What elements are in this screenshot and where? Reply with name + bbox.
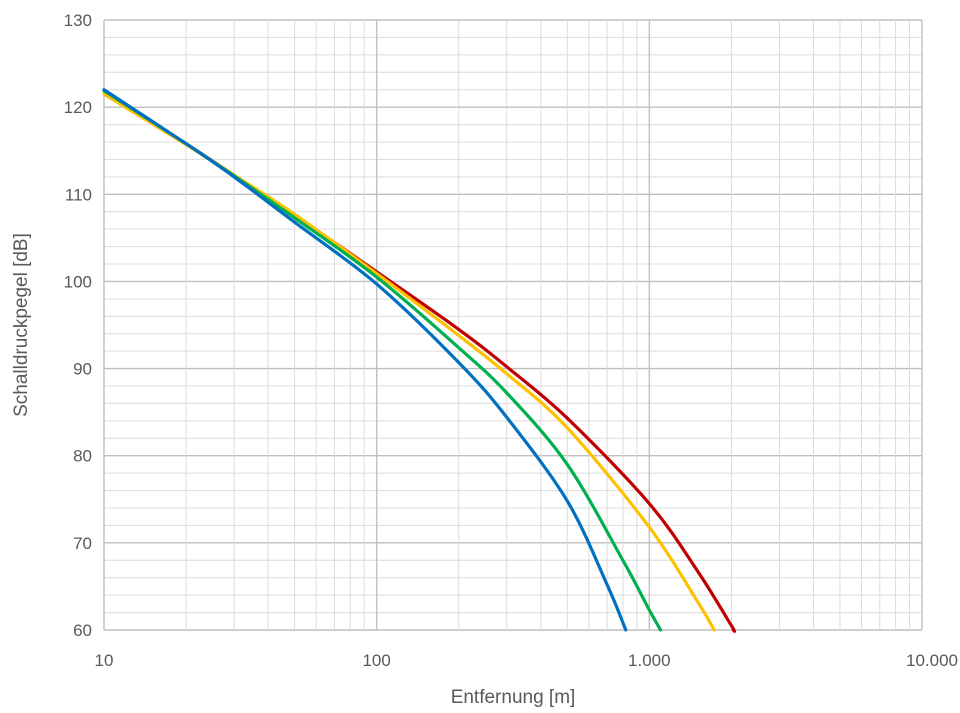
y-tick-label: 120	[64, 98, 92, 117]
y-tick-label: 90	[73, 360, 92, 379]
x-axis-title: Entfernung [m]	[451, 687, 576, 708]
series-layer	[102, 88, 737, 633]
tick-labels: 60 70 80 90 100 110 120 130 10 100 1.000 10.000	[64, 11, 958, 670]
y-tick-label: 80	[73, 447, 92, 466]
series-line-3	[102, 89, 663, 632]
y-tick-label: 100	[64, 272, 92, 291]
y-axis-title: Schalldruckpegel [dB]	[11, 233, 32, 417]
series-line-4	[102, 88, 628, 632]
y-tick-label: 130	[64, 11, 92, 30]
x-tick-label: 10.000	[906, 651, 958, 670]
grid	[103, 19, 923, 631]
y-tick-label: 60	[73, 621, 92, 640]
x-tick-label: 100	[362, 651, 390, 670]
y-tick-label: 110	[65, 185, 92, 204]
x-tick-label: 1.000	[628, 651, 671, 670]
y-tick-label: 70	[73, 534, 92, 553]
x-tick-label: 10	[95, 651, 114, 670]
series-line-1	[102, 89, 737, 633]
